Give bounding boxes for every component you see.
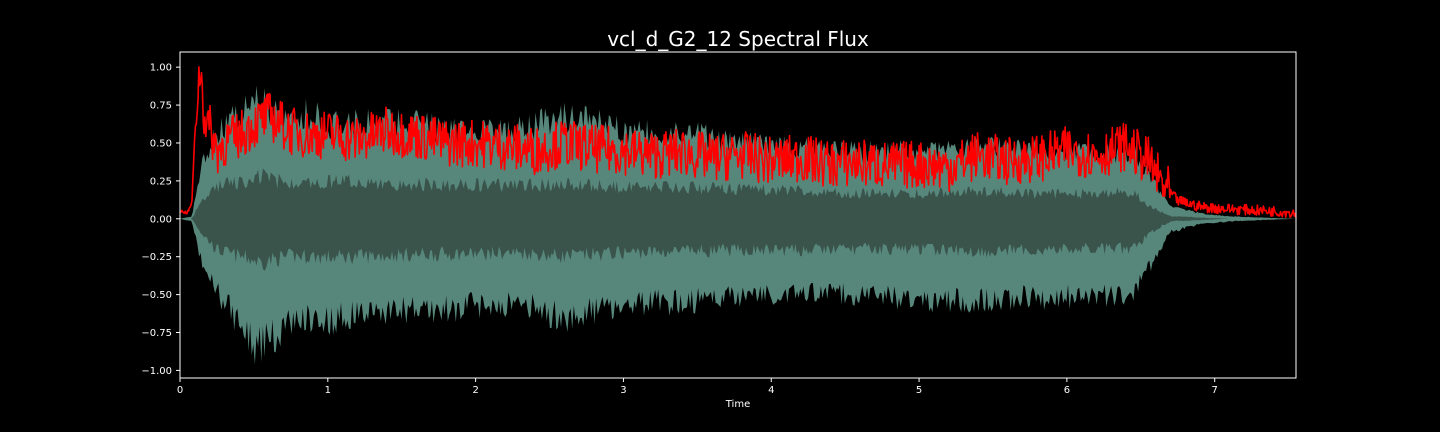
x-tick-label: 0 <box>177 385 183 396</box>
plot-area <box>179 66 1297 365</box>
x-tick-label: 4 <box>768 385 774 396</box>
y-tick-label: 0.25 <box>150 176 172 187</box>
spectral-flux-line <box>179 66 1297 219</box>
y-tick-label: −0.50 <box>141 290 172 301</box>
y-axis: 1.00 0.75 0.50 0.25 0.00 −0.25 −0.50 −0.75 −1.00 <box>141 63 180 377</box>
y-tick-label: −0.75 <box>141 328 172 339</box>
y-tick-label: −1.00 <box>141 366 172 377</box>
y-tick-label: 0.50 <box>150 138 172 149</box>
waveform-core <box>180 168 1296 271</box>
y-tick-label: 1.00 <box>150 63 172 74</box>
x-axis-label: Time <box>725 399 750 410</box>
x-tick-label: 5 <box>916 385 922 396</box>
x-tick-label: 6 <box>1064 385 1070 396</box>
chart-title: vcl_d_G2_12 Spectral Flux <box>607 27 869 51</box>
x-axis: 0 1 2 3 4 5 6 7 <box>177 378 1218 396</box>
x-tick-label: 3 <box>620 385 626 396</box>
x-tick-label: 7 <box>1212 385 1218 396</box>
x-tick-label: 1 <box>325 385 331 396</box>
y-tick-label: −0.25 <box>141 252 172 263</box>
x-tick-label: 2 <box>472 385 478 396</box>
axes-frame <box>179 51 1297 379</box>
y-tick-label: 0.75 <box>150 101 172 112</box>
y-tick-label: 0.00 <box>150 214 172 225</box>
